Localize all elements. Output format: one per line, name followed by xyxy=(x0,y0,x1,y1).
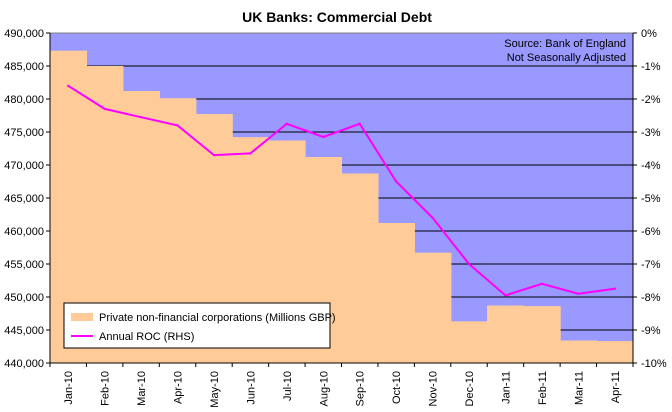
roc-point xyxy=(394,180,398,183)
y-right-tick-label: -4% xyxy=(641,160,661,172)
x-tick-label: Jan-11 xyxy=(500,371,512,404)
area-step-cover xyxy=(414,252,452,363)
x-axis: Jan-10 Feb-10 Mar-10 Apr-10 May-10 Jun-10 Jul-… xyxy=(49,362,634,408)
roc-point xyxy=(103,107,106,111)
x-tick-label: Jul-10 xyxy=(282,371,294,401)
roc-point xyxy=(358,122,361,125)
roc-point xyxy=(67,84,70,88)
roc-point xyxy=(540,282,544,285)
x-tick-label: Sep-10 xyxy=(355,371,367,406)
roc-point xyxy=(212,153,216,157)
y-right-tick-label: 0% xyxy=(641,28,657,40)
x-tick-label: Jun-10 xyxy=(245,371,257,405)
y-right-tick-label: -7% xyxy=(641,259,661,271)
area-step-cover xyxy=(487,305,525,363)
area-step-cover xyxy=(560,340,598,363)
x-tick-label: Oct-10 xyxy=(391,371,403,404)
y-right-tick-label: -8% xyxy=(641,292,661,304)
y-left-tick-label: 465,000 xyxy=(4,193,44,205)
y-left-tick-label: 475,000 xyxy=(4,127,44,139)
source-annotation: Source: Bank of England xyxy=(504,38,626,50)
x-tick-label: May-10 xyxy=(209,371,221,408)
x-tick-label: Dec-10 xyxy=(464,371,476,406)
y-left-tick-label: 490,000 xyxy=(4,28,44,40)
roc-line xyxy=(67,84,615,297)
area-step-cover xyxy=(377,223,415,363)
roc-point xyxy=(504,294,507,297)
legend-label-line: Annual ROC (RHS) xyxy=(99,331,194,343)
x-tick-label: Feb-11 xyxy=(537,371,549,405)
roc-point xyxy=(613,287,616,290)
legend: Private non-financial corporations (Mill… xyxy=(63,302,336,349)
y-right-tick-label: -6% xyxy=(641,226,661,238)
y-right-tick-label: -9% xyxy=(641,325,661,337)
area-step-cover xyxy=(341,173,379,363)
y-axis-left: 440,000 445,000 450,000 455,000 460,000 465,0… xyxy=(4,28,51,370)
y-left-tick-label: 440,000 xyxy=(4,358,44,370)
roc-point xyxy=(176,124,179,127)
y-left-tick-label: 470,000 xyxy=(4,160,44,172)
area-step-cover xyxy=(596,341,634,363)
legend-swatch-area xyxy=(71,313,93,321)
roc-point xyxy=(285,122,289,125)
y-left-tick-label: 450,000 xyxy=(4,292,44,304)
x-tick-label: Feb-10 xyxy=(100,371,112,406)
y-left-tick-label: 460,000 xyxy=(4,226,44,238)
roc-point xyxy=(577,292,580,295)
y-right-tick-label: -3% xyxy=(641,127,661,139)
y-right-tick-label: -10% xyxy=(641,358,667,370)
roc-point xyxy=(249,152,252,155)
area-step-cover xyxy=(523,306,561,363)
area-step-cover xyxy=(450,321,488,363)
legend-box xyxy=(63,302,331,349)
x-tick-label: Jan-10 xyxy=(63,371,75,405)
y-left-tick-label: 445,000 xyxy=(4,325,44,337)
x-tick-label: Apr-11 xyxy=(610,371,622,403)
adjustment-annotation: Not Seasonally Adjusted xyxy=(507,52,626,64)
x-tick-label: Mar-10 xyxy=(136,371,148,406)
x-tick-label: Nov-10 xyxy=(428,371,440,406)
roc-point xyxy=(467,262,471,266)
y-right-tick-label: -5% xyxy=(641,193,661,205)
y-right-tick-label: -2% xyxy=(641,94,661,106)
y-axis-right: -10% -9% -8% -7% -6% -5% -4% -3% -2% -1% 0% xyxy=(632,28,667,370)
y-left-tick-label: 455,000 xyxy=(4,259,44,271)
legend-label-area: Private non-financial corporations (Mill… xyxy=(99,312,336,324)
roc-point xyxy=(322,135,325,139)
roc-point xyxy=(431,216,434,219)
chart-title: UK Banks: Commercial Debt xyxy=(242,9,432,25)
line-series xyxy=(67,84,616,297)
x-tick-label: Aug-10 xyxy=(318,371,330,406)
roc-point xyxy=(139,115,143,119)
y-right-tick-label: -1% xyxy=(641,61,661,73)
x-tick-label: Apr-10 xyxy=(173,371,185,404)
y-left-tick-label: 480,000 xyxy=(4,94,44,106)
x-tick-label: Mar-11 xyxy=(573,371,585,405)
y-left-tick-label: 485,000 xyxy=(4,61,44,73)
